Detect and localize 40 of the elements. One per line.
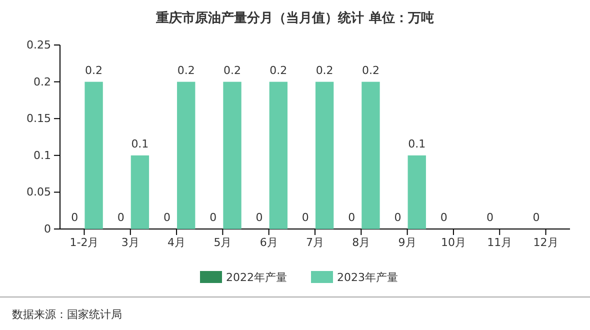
data-label: 0.2	[85, 64, 103, 77]
y-tick-label: 0.15	[26, 112, 51, 126]
data-label: 0	[348, 211, 356, 224]
y-tick-label: 0.25	[26, 38, 51, 52]
data-label: 0.2	[270, 64, 288, 77]
y-tick-label: 0.2	[34, 75, 51, 88]
x-tick-label: 4月	[168, 236, 186, 249]
data-label: 0	[210, 211, 217, 224]
source-note: 数据来源：国家统计局	[12, 308, 122, 321]
y-tick-label: 0.05	[26, 186, 51, 199]
data-label: 0	[532, 211, 540, 224]
x-tick-label: 11月	[487, 236, 512, 249]
data-label: 0.2	[224, 64, 242, 77]
data-label: 0.1	[131, 137, 149, 150]
x-tick-label: 7月	[306, 236, 324, 249]
data-label: 0.2	[177, 64, 195, 77]
data-label: 0	[302, 211, 309, 224]
data-label: 0	[440, 211, 448, 224]
y-tick-label: 0.1	[34, 148, 51, 162]
data-label: 0	[117, 211, 124, 224]
data-label: 0	[486, 211, 494, 224]
data-label: 0.2	[316, 64, 334, 77]
data-label: 0	[256, 211, 263, 224]
chart-title: 重庆市原油产量分月（当月值）统计 单位：万吨	[155, 10, 434, 26]
x-tick-label: 6月	[260, 236, 278, 249]
x-tick-label: 8月	[352, 236, 370, 249]
x-tick-label: 1-2月	[70, 236, 99, 249]
data-label: 0.2	[362, 64, 380, 77]
legend-label: 2023年产量	[337, 271, 398, 284]
data-label: 0	[163, 211, 170, 224]
x-tick-label: 5月	[214, 236, 232, 249]
legend-label: 2022年产量	[226, 271, 287, 284]
data-label: 0	[394, 211, 402, 224]
data-label: 0	[71, 211, 78, 224]
x-tick-label: 10月	[440, 236, 466, 249]
data-label: 0.1	[408, 137, 426, 150]
y-tick-label: 0	[44, 222, 51, 236]
x-tick-label: 9月	[398, 236, 416, 249]
x-tick-label: 3月	[121, 236, 140, 249]
x-tick-label: 12月	[533, 236, 558, 249]
